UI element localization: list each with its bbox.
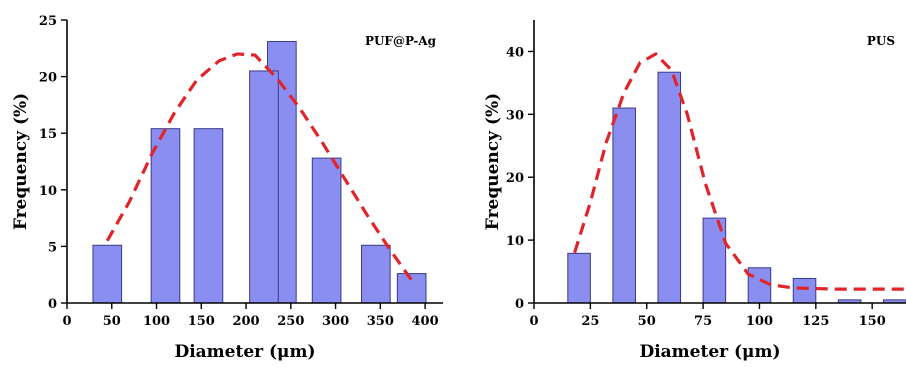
y-tick-label: 0 <box>515 297 524 312</box>
bar <box>193 128 224 304</box>
bar <box>361 244 391 304</box>
bar <box>747 267 772 304</box>
x-axis-title: Diameter (μm) <box>174 342 315 362</box>
x-tick-label: 150 <box>188 314 215 329</box>
bar <box>311 157 342 304</box>
y-tick-label: 15 <box>39 127 57 142</box>
y-tick-label: 10 <box>506 234 524 249</box>
x-tick-label: 100 <box>746 314 773 329</box>
bar <box>150 128 181 304</box>
x-tick-label: 350 <box>367 314 394 329</box>
x-tick-label: 300 <box>322 314 349 329</box>
x-tick-label: 50 <box>638 314 656 329</box>
y-tick-label: 20 <box>506 171 524 186</box>
y-tick-label: 10 <box>39 184 57 199</box>
y-tick-label: 25 <box>39 14 57 29</box>
bar <box>249 70 279 304</box>
y-tick-label: 20 <box>39 71 57 86</box>
panel-label: PUS <box>867 34 895 48</box>
y-axis-title: Frequency (%) <box>11 93 31 230</box>
panel-label: PUF@P-Ag <box>365 34 437 48</box>
chart-panel-1: 0 50 100 150 200 250 300 350 400 0 5 10 15 20 25 Diamet… <box>11 14 443 362</box>
chart-panel-2: 0 25 50 75 100 125 150 0 10 20 30 40 Diameter (μm) Fr… <box>483 20 906 362</box>
bar <box>567 252 591 304</box>
bar <box>657 71 682 304</box>
x-tick-label: 250 <box>277 314 304 329</box>
x-tick-label: 150 <box>859 314 886 329</box>
y-tick-label: 40 <box>506 45 524 60</box>
x-tick-label: 125 <box>802 314 829 329</box>
x-tick-label: 25 <box>581 314 599 329</box>
x-tick-label: 0 <box>529 314 538 329</box>
x-tick-label: 400 <box>412 314 439 329</box>
y-tick-label: 30 <box>506 108 524 123</box>
x-tick-label: 200 <box>232 314 259 329</box>
fit-curve <box>573 51 906 291</box>
bar <box>92 244 123 304</box>
x-tick-label: 0 <box>62 314 71 329</box>
bar <box>612 107 636 304</box>
bar <box>792 277 817 304</box>
y-tick-label: 5 <box>48 240 57 255</box>
x-tick-label: 50 <box>103 314 121 329</box>
x-axis-title: Diameter (μm) <box>639 342 780 362</box>
x-tick-label: 75 <box>694 314 712 329</box>
x-tick-label: 100 <box>143 314 170 329</box>
y-axis-title: Frequency (%) <box>483 93 503 230</box>
y-tick-label: 0 <box>48 297 57 312</box>
fit-curve <box>105 52 413 282</box>
